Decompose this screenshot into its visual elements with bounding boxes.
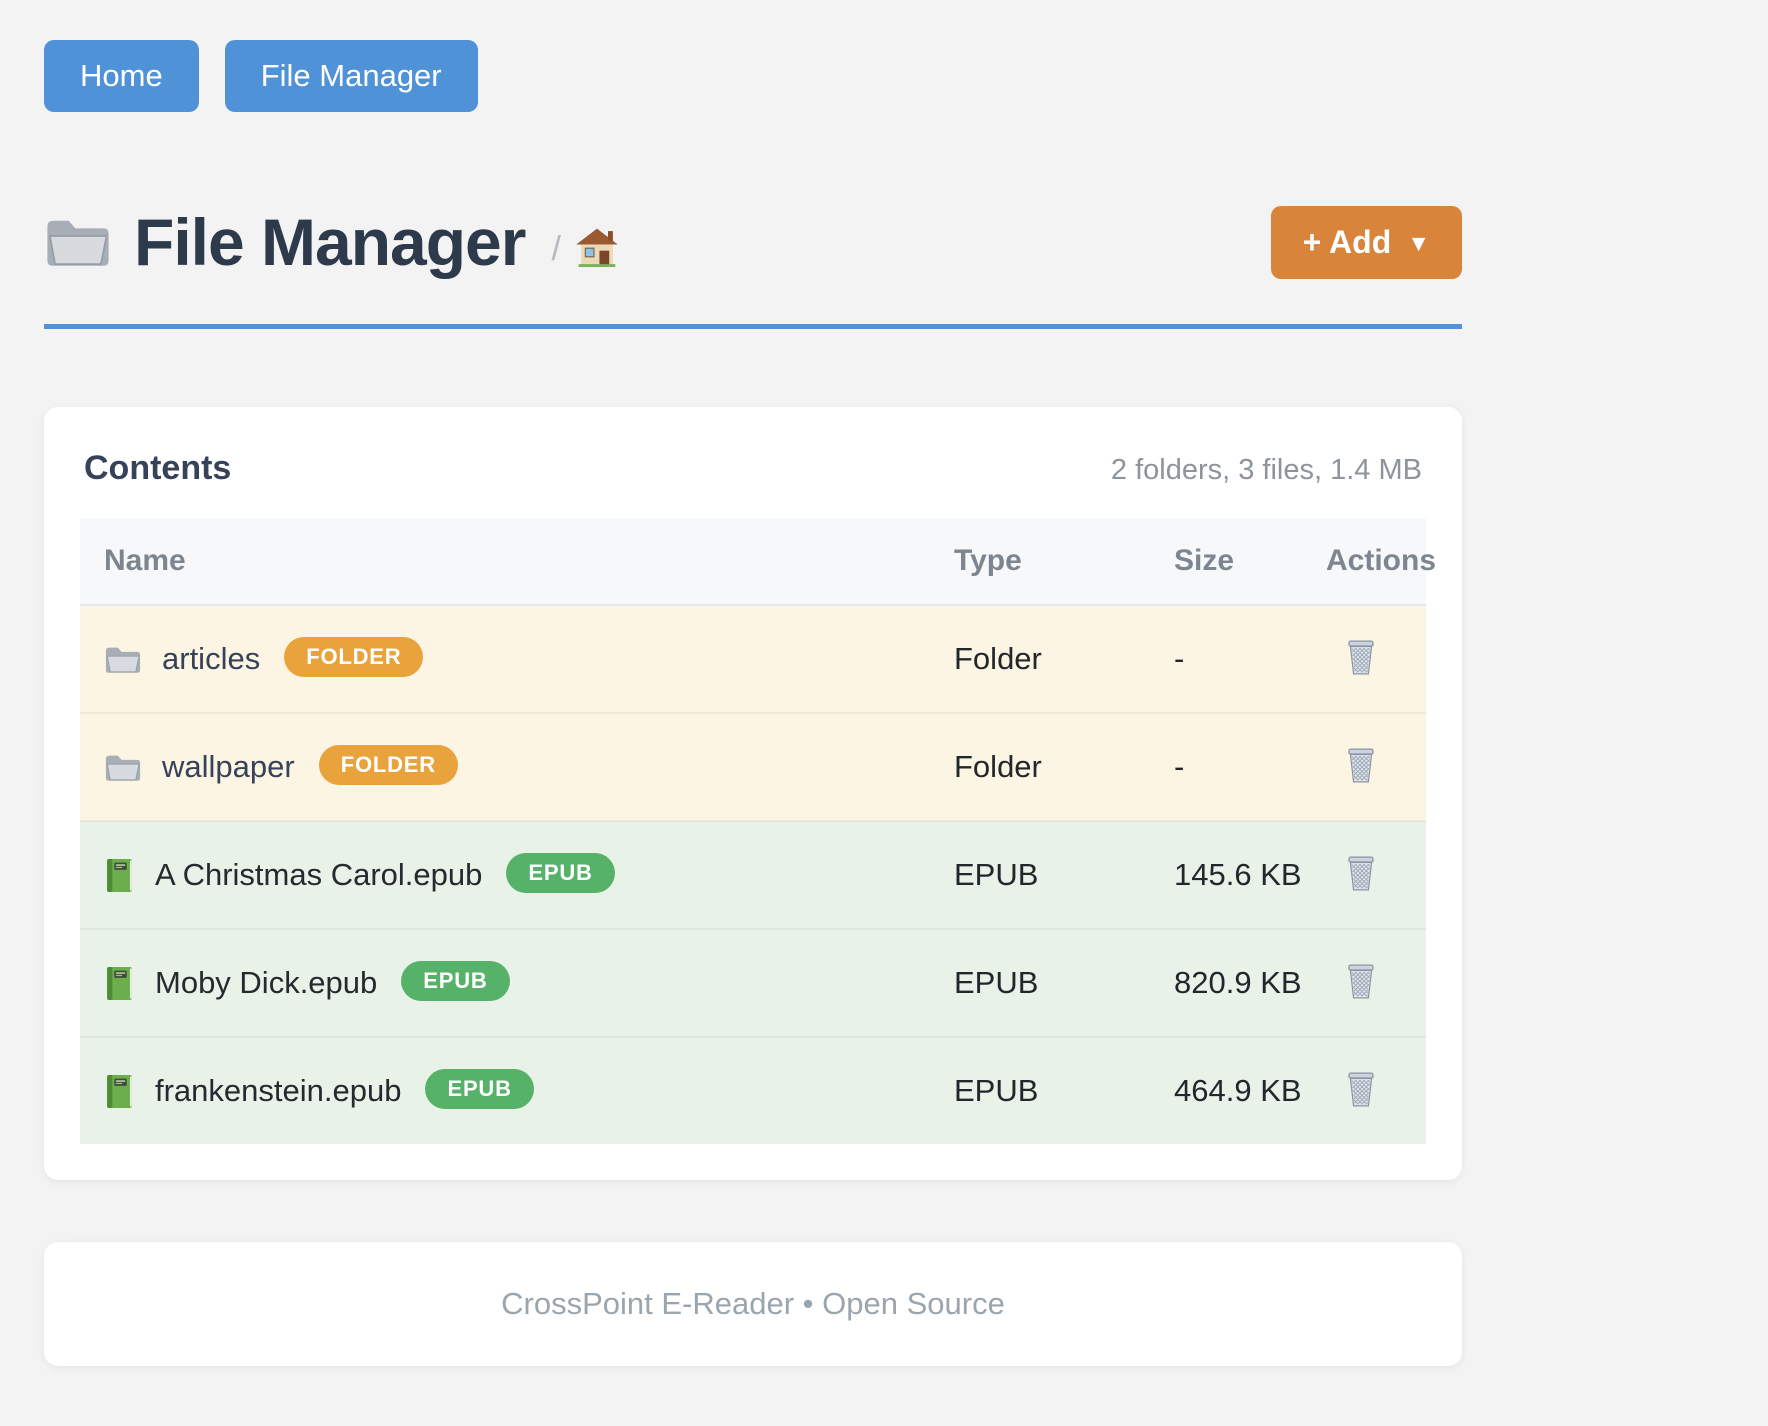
table-row[interactable]: Moby Dick.epub EPUB EPUB 820.9 KB (80, 928, 1426, 1037)
page-header: File Manager / + Add ▼ (44, 204, 1462, 280)
table-row[interactable]: frankenstein.epub EPUB EPUB 464.9 KB (80, 1036, 1426, 1144)
title-wrap: File Manager / (44, 204, 619, 280)
top-nav: Home File Manager (44, 40, 1462, 112)
actions-cell (1314, 1036, 1426, 1144)
file-table: Name Type Size Actions (80, 518, 1436, 1144)
size-cell: 145.6 KB (1162, 820, 1314, 929)
table-header-row: Name Type Size Actions (80, 518, 1436, 606)
file-name[interactable]: A Christmas Carol.epub (155, 857, 483, 892)
green-book-icon (104, 857, 135, 894)
actions-cell (1314, 820, 1426, 929)
contents-card: Contents 2 folders, 3 files, 1.4 MB Name… (44, 407, 1462, 1180)
folder-icon (104, 643, 142, 676)
house-icon[interactable] (575, 226, 619, 268)
trash-icon (1344, 746, 1378, 787)
folder-icon (44, 213, 112, 271)
actions-cell (1314, 712, 1426, 821)
type-badge: EPUB (401, 961, 510, 1001)
name-cell: A Christmas Carol.epub EPUB (80, 820, 942, 929)
size-cell: - (1174, 641, 1185, 676)
type-cell: EPUB (942, 1036, 1162, 1144)
type-badge: EPUB (425, 1069, 534, 1109)
contents-heading: Contents (84, 449, 232, 487)
type-badge: EPUB (506, 853, 615, 893)
size-cell: - (1162, 712, 1314, 821)
delete-button[interactable] (1340, 850, 1382, 899)
type-cell: EPUB (942, 928, 1162, 1037)
caret-down-icon: ▼ (1407, 229, 1430, 256)
folder-icon (104, 751, 142, 784)
trash-icon (1344, 854, 1378, 895)
file-name[interactable]: frankenstein.epub (155, 1073, 402, 1108)
nav-file-manager-button[interactable]: File Manager (224, 40, 478, 112)
contents-card-header: Contents 2 folders, 3 files, 1.4 MB (80, 443, 1426, 518)
name-cell: Moby Dick.epub EPUB (80, 928, 942, 1037)
name-cell: wallpaper FOLDER (80, 712, 942, 821)
delete-button[interactable] (1340, 634, 1382, 683)
file-name[interactable]: articles (162, 641, 261, 676)
type-cell: Folder (942, 712, 1162, 821)
column-header-size: Size (1162, 518, 1314, 606)
file-name[interactable]: Moby Dick.epub (155, 965, 378, 1000)
table-row[interactable]: articles FOLDER Folder - (80, 605, 1426, 713)
type-badge: FOLDER (318, 745, 458, 785)
title-divider (44, 324, 1462, 329)
file-name[interactable]: wallpaper (162, 749, 295, 784)
add-button[interactable]: + Add ▼ (1270, 205, 1462, 279)
trash-icon (1344, 1070, 1378, 1111)
delete-button[interactable] (1340, 958, 1382, 1007)
footer-text: CrossPoint E-Reader • Open Source (501, 1286, 1005, 1321)
contents-summary: 2 folders, 3 files, 1.4 MB (1110, 454, 1422, 486)
type-badge: FOLDER (284, 637, 424, 677)
delete-button[interactable] (1340, 742, 1382, 791)
size-cell: 464.9 KB (1162, 1036, 1314, 1144)
green-book-icon (104, 1073, 135, 1110)
green-book-icon (104, 965, 135, 1002)
name-cell: articles FOLDER (80, 605, 942, 713)
table-row[interactable]: A Christmas Carol.epub EPUB EPUB 145.6 K… (80, 820, 1426, 929)
actions-cell (1314, 605, 1426, 713)
column-header-actions: Actions (1314, 518, 1436, 606)
nav-home-button[interactable]: Home (44, 40, 199, 112)
footer: CrossPoint E-Reader • Open Source (44, 1242, 1462, 1366)
type-cell: EPUB (942, 820, 1162, 929)
size-cell: 820.9 KB (1162, 928, 1314, 1037)
trash-icon (1344, 962, 1378, 1003)
page: Home File Manager File Manager / (44, 40, 1462, 1366)
page-title-text: File Manager (134, 205, 526, 279)
page-title: File Manager (44, 204, 526, 280)
name-cell: frankenstein.epub EPUB (80, 1036, 942, 1144)
table-row[interactable]: wallpaper FOLDER Folder - (80, 712, 1426, 821)
breadcrumb-separator: / (551, 229, 561, 268)
delete-button[interactable] (1340, 1066, 1382, 1115)
actions-cell (1314, 928, 1426, 1037)
type-cell: Folder (954, 641, 1042, 676)
column-header-type: Type (942, 518, 1162, 606)
column-header-name: Name (80, 518, 942, 606)
add-button-label: + Add (1302, 223, 1392, 260)
trash-icon (1344, 638, 1378, 679)
